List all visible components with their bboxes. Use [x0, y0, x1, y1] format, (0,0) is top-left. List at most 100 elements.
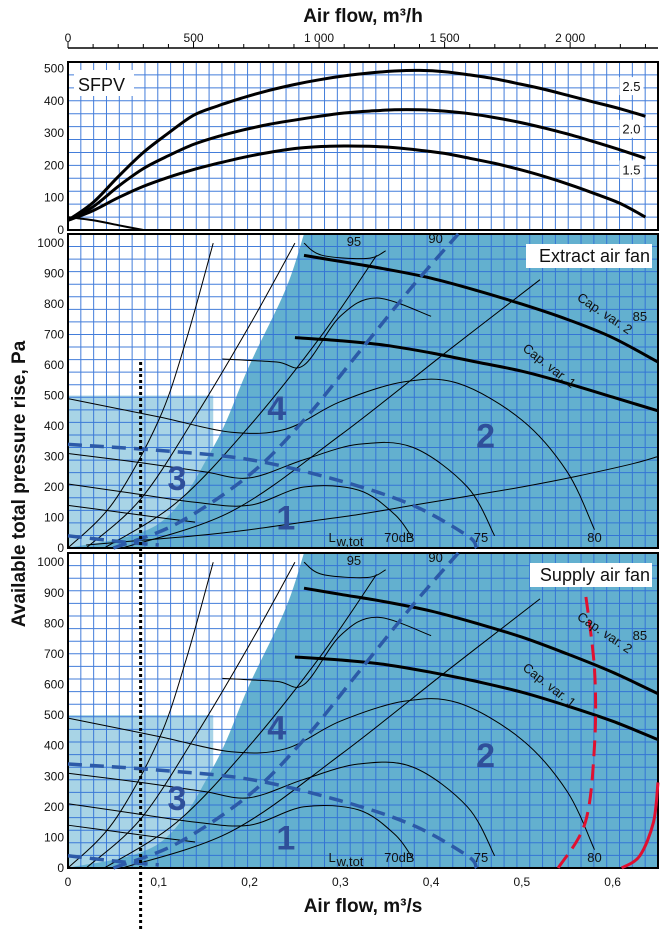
top-xtick-label: 0	[65, 31, 72, 45]
sfp-curve-1.5	[67, 144, 647, 222]
extract-zone-boundary	[112, 232, 460, 550]
extract-sound-curve	[222, 297, 432, 369]
extract-ytick: 500	[44, 389, 64, 403]
supply-thin-curves	[67, 561, 595, 869]
sfp-label-bg	[619, 160, 644, 179]
supply-ytick: 800	[44, 616, 64, 630]
top-xtick-label: 2 000	[555, 31, 585, 45]
supply-lw-subscript: w,tot	[336, 854, 364, 869]
supply-title: Supply air fan	[540, 565, 650, 585]
supply-sound-curve	[67, 803, 414, 860]
extract-zone-4: 4	[267, 390, 286, 428]
sfp-ytick: 400	[44, 94, 64, 108]
extract-lw-prefix: L	[329, 530, 336, 545]
sfp-curve-2.0	[67, 108, 646, 222]
extract-sound-label: 80	[587, 530, 601, 545]
bottom-axis-title: Air flow, m³/s	[304, 896, 423, 917]
extract-title-box	[526, 244, 652, 268]
extract-zone-1: 1	[276, 500, 295, 538]
extract-lw-subscript: w,tot	[336, 534, 364, 549]
sfp-title-box	[74, 70, 134, 96]
bottom-xtick-label: 0,4	[423, 875, 440, 889]
sfp-title: SFPV	[78, 75, 125, 95]
supply-sound-label: 75	[474, 850, 488, 865]
supply-lw-prefix: L	[329, 850, 336, 865]
supply-zone-3: 3	[167, 780, 186, 818]
chart-layer: 0 100 200 300 400 500 0 100 200 300 400 500 600 700 80…	[37, 31, 660, 930]
bottom-xtick-label: 0	[65, 875, 72, 889]
supply-ytick: 300	[44, 769, 64, 783]
extract-ytick: 400	[44, 419, 64, 433]
supply-ytick: 400	[44, 739, 64, 753]
extract-fan-line	[67, 242, 214, 549]
extract-sound-label: 70dB	[384, 530, 414, 545]
y-axis-title: Available total pressure rise, Pa	[9, 340, 30, 627]
extract-fan-line	[104, 255, 378, 549]
supply-panel-frame	[67, 552, 659, 869]
extract-panel-frame	[67, 233, 659, 549]
bottom-xtick-label: 0,6	[604, 875, 621, 889]
extract-curve-cap--var--2	[303, 253, 659, 364]
supply-sound-label: 80	[587, 850, 601, 865]
supply-ytick: 1000	[37, 555, 64, 569]
extract-fan-line	[122, 279, 541, 549]
supply-curve-cap--var--1	[294, 655, 659, 741]
supply-fan-line	[122, 598, 541, 869]
supply-red-limit	[556, 592, 598, 869]
sfp-curve-label: 2.0	[622, 122, 640, 137]
supply-ytick: 200	[44, 800, 64, 814]
extract-sound-curve	[67, 483, 414, 540]
extract-ytick: 200	[44, 480, 64, 494]
supply-ytick: 900	[44, 586, 64, 600]
supply-sound-curve	[303, 561, 386, 579]
supply-sound-label: 95	[347, 553, 361, 568]
extract-ytick: 600	[44, 358, 64, 372]
extract-curve-cap--var--1	[294, 336, 659, 413]
extract-ytick: 900	[44, 267, 64, 281]
extract-title: Extract air fan	[539, 246, 650, 266]
sfp-label-bg	[619, 119, 644, 138]
top-xtick-label: 1 000	[304, 31, 334, 45]
supply-zone-1: 1	[276, 820, 295, 858]
supply-curve-cap--var--2	[303, 586, 659, 696]
extract-ytick: 300	[44, 450, 64, 464]
sfp-ytick: 300	[44, 126, 64, 140]
supply-fan-line	[104, 574, 378, 869]
supply-sound-label: 90	[428, 550, 442, 565]
extract-sound-label: 90	[428, 231, 442, 246]
sfp-ytick: 100	[44, 191, 64, 205]
extract-sound-label: 95	[347, 234, 361, 249]
supply-ytick: 700	[44, 647, 64, 661]
supply-zone-2: 2	[476, 737, 495, 775]
sfp-ytick: 500	[44, 61, 64, 75]
supply-sound-label: 85	[633, 628, 647, 643]
extract-ytick: 100	[44, 511, 64, 525]
extract-sound-curve	[303, 242, 386, 260]
extract-zone-boundary	[67, 442, 479, 550]
extract-ytick: 800	[44, 297, 64, 311]
bottom-xtick-label: 0,3	[332, 875, 349, 889]
extract-sound-curve	[67, 441, 496, 537]
supply-ytick: 600	[44, 678, 64, 692]
supply-panel-grid	[67, 552, 659, 869]
extract-ytick: 1000	[37, 236, 64, 250]
sfp-curve-label: 1.5	[622, 162, 640, 177]
supply-ytick: 100	[44, 830, 64, 844]
bottom-xtick-label: 0,2	[241, 875, 258, 889]
supply-sound-curve	[67, 698, 595, 850]
extract-sound-label: 75	[474, 530, 488, 545]
sfp-ytick: 200	[44, 158, 64, 172]
extract-zone-2: 2	[476, 417, 495, 455]
sfp-label-bg	[619, 77, 644, 96]
extract-curve-system	[86, 456, 659, 546]
supply-zone-boundary	[67, 854, 159, 867]
supply-fan-line	[67, 562, 214, 869]
bottom-xtick-label: 0,1	[150, 875, 167, 889]
supply-zone-4: 4	[267, 710, 286, 748]
supply-sound-curve	[67, 761, 496, 857]
sfp-curve-2.5	[67, 68, 646, 222]
supply-ytick: 500	[44, 708, 64, 722]
extract-zone-boundary	[67, 534, 159, 547]
